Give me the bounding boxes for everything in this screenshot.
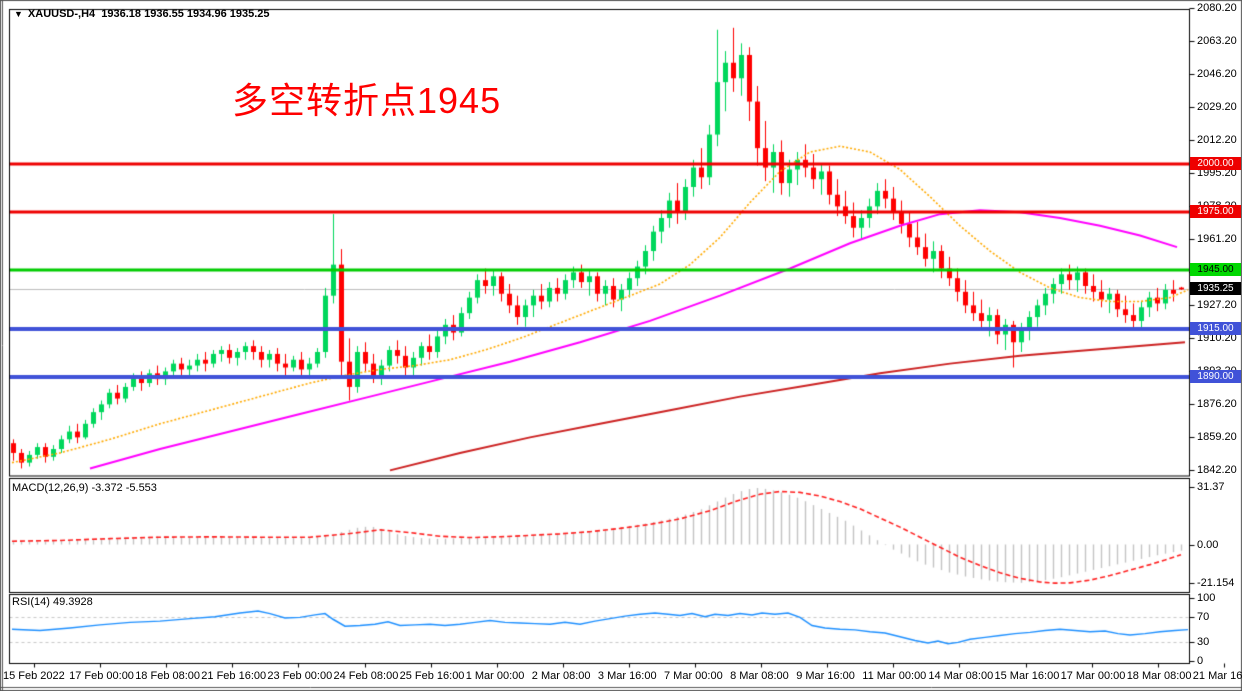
rsi-tick-label: 30 [1197,636,1210,648]
price-tick-label: 2012.20 [1197,134,1237,146]
rsi-tick-label: 100 [1197,592,1216,604]
price-level-tag[interactable]: 1890.00 [1190,370,1241,383]
chart-header: ▼ XAUUSD-,H4 1936.18 1936.55 1934.96 1935… [14,8,270,20]
price-tick-label: 1842.20 [1197,464,1237,476]
price-tick-label: 1859.20 [1197,431,1237,443]
macd-tick-label: 0.00 [1197,539,1219,551]
price-tick-label: 1910.20 [1197,332,1237,344]
price-level-tag[interactable]: 1915.00 [1190,322,1241,335]
time-axis-label: 2 Mar 08:00 [531,670,591,682]
time-axis-label: 18 Mar 08:00 [1126,670,1192,682]
time-axis-label: 23 Feb 00:00 [267,670,333,682]
macd-values: -3.372 -5.553 [91,482,157,494]
time-axis-label: 3 Mar 16:00 [597,670,657,682]
rsi-tick-label: 70 [1197,611,1210,623]
time-axis-label: 17 Mar 00:00 [1060,670,1126,682]
price-tick-label: 1927.20 [1197,299,1237,311]
chart-dropdown-icon[interactable]: ▼ [14,9,23,19]
time-axis-label: 8 Mar 08:00 [730,670,789,682]
price-tick-label: 2063.20 [1197,35,1237,47]
rsi-tick-label: 0 [1197,655,1204,667]
price-tick-label: 2046.20 [1197,68,1237,80]
macd-tick-label: -21.154 [1197,577,1235,589]
current-price-tag: 1935.25 [1190,282,1241,295]
time-axis-label: 21 Mar 16:00 [1192,670,1242,682]
time-axis-label: 15 Mar 16:00 [994,670,1060,682]
price-level-tag[interactable]: 2000.00 [1190,157,1241,170]
price-tick-label: 1995.20 [1197,167,1237,179]
time-axis-label: 11 Mar 00:00 [862,670,927,682]
macd-pane-title: MACD(12,26,9) -3.372 -5.553 [12,482,157,494]
time-axis-label: 17 Feb 00:00 [69,670,134,682]
time-axis-label: 18 Feb 08:00 [135,670,201,682]
time-axis-label: 1 Mar 00:00 [465,670,525,682]
macd-tick-label: 31.37 [1197,481,1225,493]
price-level-tag[interactable]: 1975.00 [1190,205,1241,218]
price-level-tag[interactable]: 1945.00 [1190,263,1241,276]
time-axis-label: 14 Mar 08:00 [928,670,994,682]
ohlc-values: 1936.18 1936.55 1934.96 1935.25 [101,8,270,20]
time-axis-label: 7 Mar 00:00 [664,670,723,682]
rsi-value: 49.3928 [52,596,93,608]
price-tick-label: 2029.20 [1197,101,1237,113]
chart-annotation-text: 多空转折点1945 [232,80,502,121]
symbol-timeframe-label: XAUUSD-,H4 [27,8,96,20]
time-axis-label: 24 Feb 08:00 [333,670,399,682]
time-axis-label: 9 Mar 16:00 [796,670,855,682]
rsi-label: RSI(14) [12,596,50,608]
time-axis-label: 15 Feb 2022 [3,670,65,682]
rsi-pane-title: RSI(14) 49.3928 [12,596,93,608]
time-axis-label: 21 Feb 16:00 [201,670,267,682]
price-tick-label: 2080.20 [1197,2,1237,14]
price-tick-label: 1961.20 [1197,233,1237,245]
macd-label: MACD(12,26,9) [12,482,89,494]
price-tick-label: 1876.20 [1197,398,1237,410]
time-axis-label: 25 Feb 16:00 [399,670,465,682]
